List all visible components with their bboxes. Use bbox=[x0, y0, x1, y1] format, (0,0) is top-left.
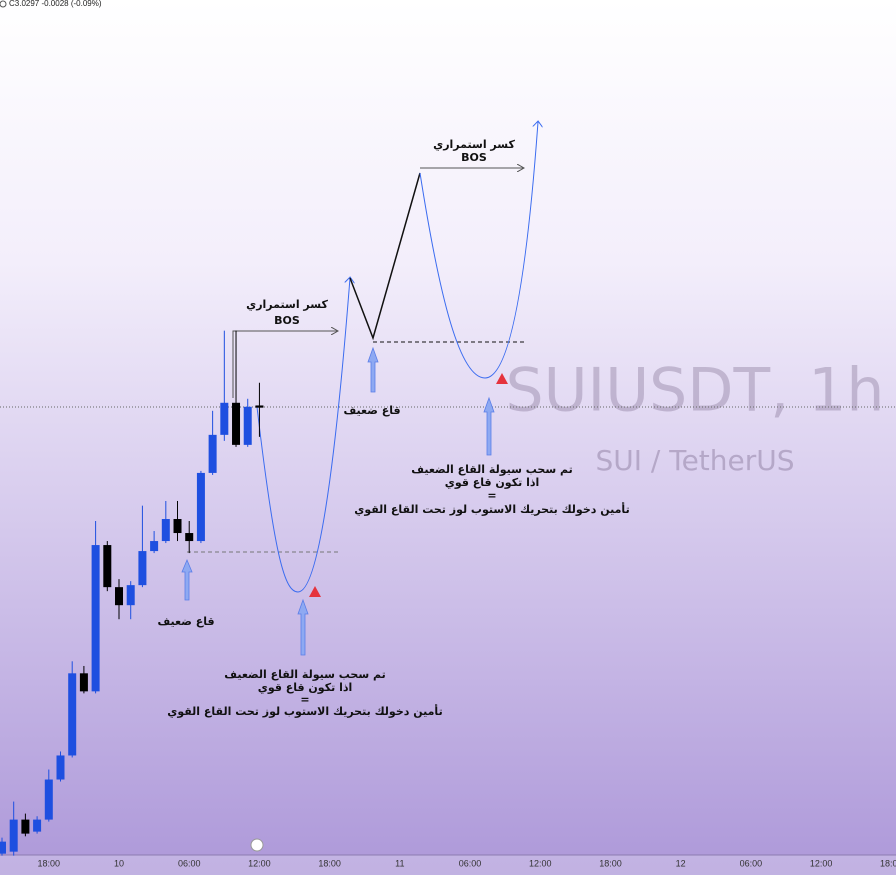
annotation: BOS bbox=[274, 314, 300, 327]
x-tick-label: 12:00 bbox=[248, 858, 271, 868]
x-tick-label: 12:00 bbox=[529, 858, 552, 868]
candle-body bbox=[185, 533, 194, 542]
candle-body bbox=[68, 673, 77, 756]
candle-body bbox=[138, 551, 147, 586]
annotation: تأمين دخولك بتحريك الاستوب لوز تحت القاع… bbox=[354, 502, 629, 516]
watermark: SUIUSDT, 1h bbox=[506, 356, 885, 426]
x-tick-label: 06:00 bbox=[178, 858, 201, 868]
annotation: BOS bbox=[461, 151, 487, 164]
zigzag bbox=[349, 172, 421, 341]
drawings bbox=[181, 122, 538, 852]
annotation: تأمين دخولك بتحريك الاستوب لوز تحت القاع… bbox=[167, 704, 442, 718]
x-tick-label: 06:00 bbox=[740, 858, 763, 868]
candle-body bbox=[115, 587, 124, 606]
annotation: اذا تكون قاع قوي bbox=[445, 476, 540, 489]
candle-body bbox=[21, 819, 30, 834]
candle-body bbox=[232, 402, 241, 445]
x-tick-label: 18:00 bbox=[318, 858, 341, 868]
candle-body bbox=[103, 545, 112, 588]
candle-body bbox=[9, 819, 18, 852]
annotation: قاع ضعيف bbox=[343, 404, 400, 417]
x-tick-label: 18:00 bbox=[880, 858, 896, 868]
legend-text: C3.0297 -0.0028 (-0.09%) bbox=[9, 0, 102, 8]
bos-arrow bbox=[232, 331, 338, 398]
x-tick-label: 10 bbox=[114, 858, 124, 868]
annotation: كسر استمراري bbox=[433, 138, 515, 151]
candle-body bbox=[255, 405, 264, 408]
annotations: كسر استمراري BOS كسر استمراري BOS قاع ضع… bbox=[157, 138, 629, 718]
x-tick-label: 06:00 bbox=[459, 858, 482, 868]
x-tick-label: 18:00 bbox=[599, 858, 622, 868]
annotation: كسر استمراري bbox=[246, 298, 328, 311]
candles bbox=[0, 330, 264, 856]
annotation: اذا تكون قاع قوي bbox=[258, 681, 353, 694]
annotation: قاع ضعيف bbox=[157, 615, 214, 628]
x-tick-label: 18:00 bbox=[38, 858, 61, 868]
up-arrow bbox=[367, 346, 379, 393]
candle-body bbox=[196, 472, 205, 542]
candle-body bbox=[220, 402, 229, 435]
x-tick-label: 12:00 bbox=[810, 858, 833, 868]
up-arrow bbox=[181, 558, 193, 601]
warning-icon bbox=[309, 586, 321, 597]
projection-curve bbox=[419, 122, 538, 379]
candle-body bbox=[33, 819, 42, 832]
annotation: تم سحب سيولة القاع الضعيف bbox=[411, 463, 572, 476]
legend-dot bbox=[0, 0, 7, 8]
candle-body bbox=[91, 545, 100, 692]
projection-curve bbox=[256, 278, 350, 593]
up-arrow bbox=[483, 396, 495, 456]
warning-icon bbox=[496, 373, 508, 384]
up-arrow bbox=[297, 598, 309, 656]
lightning-icon bbox=[250, 838, 264, 852]
candle-body bbox=[150, 541, 159, 552]
candle-body bbox=[79, 673, 88, 692]
candle-body bbox=[0, 841, 6, 854]
candle-body bbox=[243, 406, 252, 445]
x-tick-label: 11 bbox=[395, 858, 404, 868]
annotation: = bbox=[300, 693, 309, 706]
watermark-subtitle: SUI / TetherUS bbox=[595, 444, 794, 477]
candle-body bbox=[44, 779, 53, 820]
annotation: = bbox=[487, 489, 496, 502]
candle-body bbox=[126, 585, 135, 606]
x-axis-bar bbox=[0, 855, 896, 875]
x-tick-label: 12 bbox=[676, 858, 686, 868]
candle-body bbox=[208, 434, 217, 473]
candle-body bbox=[161, 519, 170, 542]
candle-body bbox=[173, 519, 182, 534]
annotation: تم سحب سيولة القاع الضعيف bbox=[224, 668, 385, 681]
candle-body bbox=[56, 755, 65, 780]
